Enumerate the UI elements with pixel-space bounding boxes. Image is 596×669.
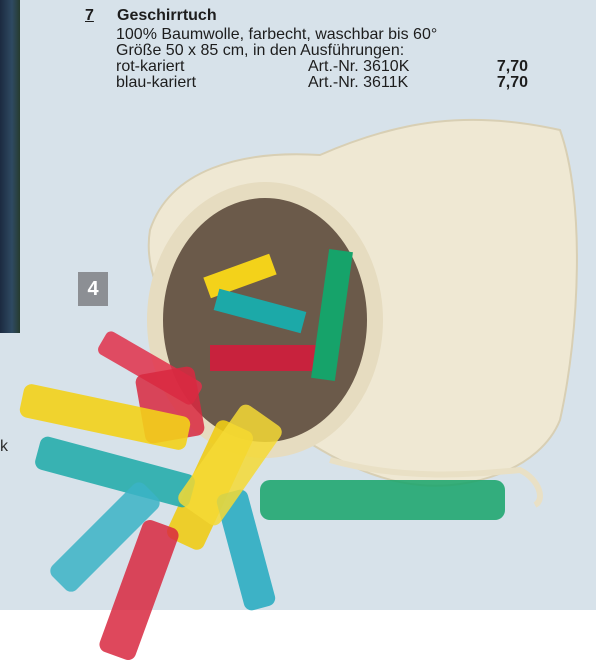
- variant-price: 7,70: [496, 58, 528, 75]
- clip-inside-green: [311, 248, 353, 382]
- variant-list: rot-kariert Art.-Nr. 3610K 7,70 blau-kar…: [85, 59, 555, 91]
- product-description-line-2: Größe 50 x 85 cm, in den Ausführungen:: [116, 42, 405, 59]
- variant-price: 7,70: [496, 74, 528, 91]
- variant-name: blau-kariert: [116, 74, 197, 91]
- clip-teal-1: [35, 436, 195, 508]
- product-description-line-1: 100% Baumwolle, farbecht, waschbar bis 6…: [116, 26, 438, 43]
- variant-name: rot-kariert: [116, 58, 185, 75]
- clip-inside-yellow: [203, 253, 277, 299]
- margin-text-fragment: k: [0, 438, 8, 455]
- clip-red-3: [99, 519, 179, 661]
- clip-teal-2: [50, 482, 160, 592]
- variant-row: blau-kariert Art.-Nr. 3611K 7,70: [116, 75, 555, 91]
- product-info: 7 Geschirrtuch 100% Baumwolle, farbecht,…: [85, 8, 555, 91]
- variant-article-number: Art.-Nr. 3610K: [308, 58, 410, 75]
- product-title: Geschirrtuch: [117, 7, 217, 24]
- item-number: 7: [85, 7, 94, 24]
- clip-green-1: [260, 480, 505, 520]
- product-title-row: 7 Geschirrtuch: [85, 8, 555, 24]
- clip-yellow-3: [178, 404, 282, 526]
- drawstring: [329, 457, 543, 508]
- adjacent-product-photo: [0, 0, 20, 333]
- variant-article-number: Art.-Nr. 3611K: [308, 74, 409, 91]
- variant-row: rot-kariert Art.-Nr. 3610K 7,70: [116, 59, 555, 75]
- clip-inside-teal: [213, 288, 307, 334]
- clip-inside-red: [210, 345, 320, 371]
- item-number-badge: 4: [78, 272, 108, 306]
- clip-teal-3: [216, 489, 276, 611]
- clip-yellow-1: [19, 384, 191, 450]
